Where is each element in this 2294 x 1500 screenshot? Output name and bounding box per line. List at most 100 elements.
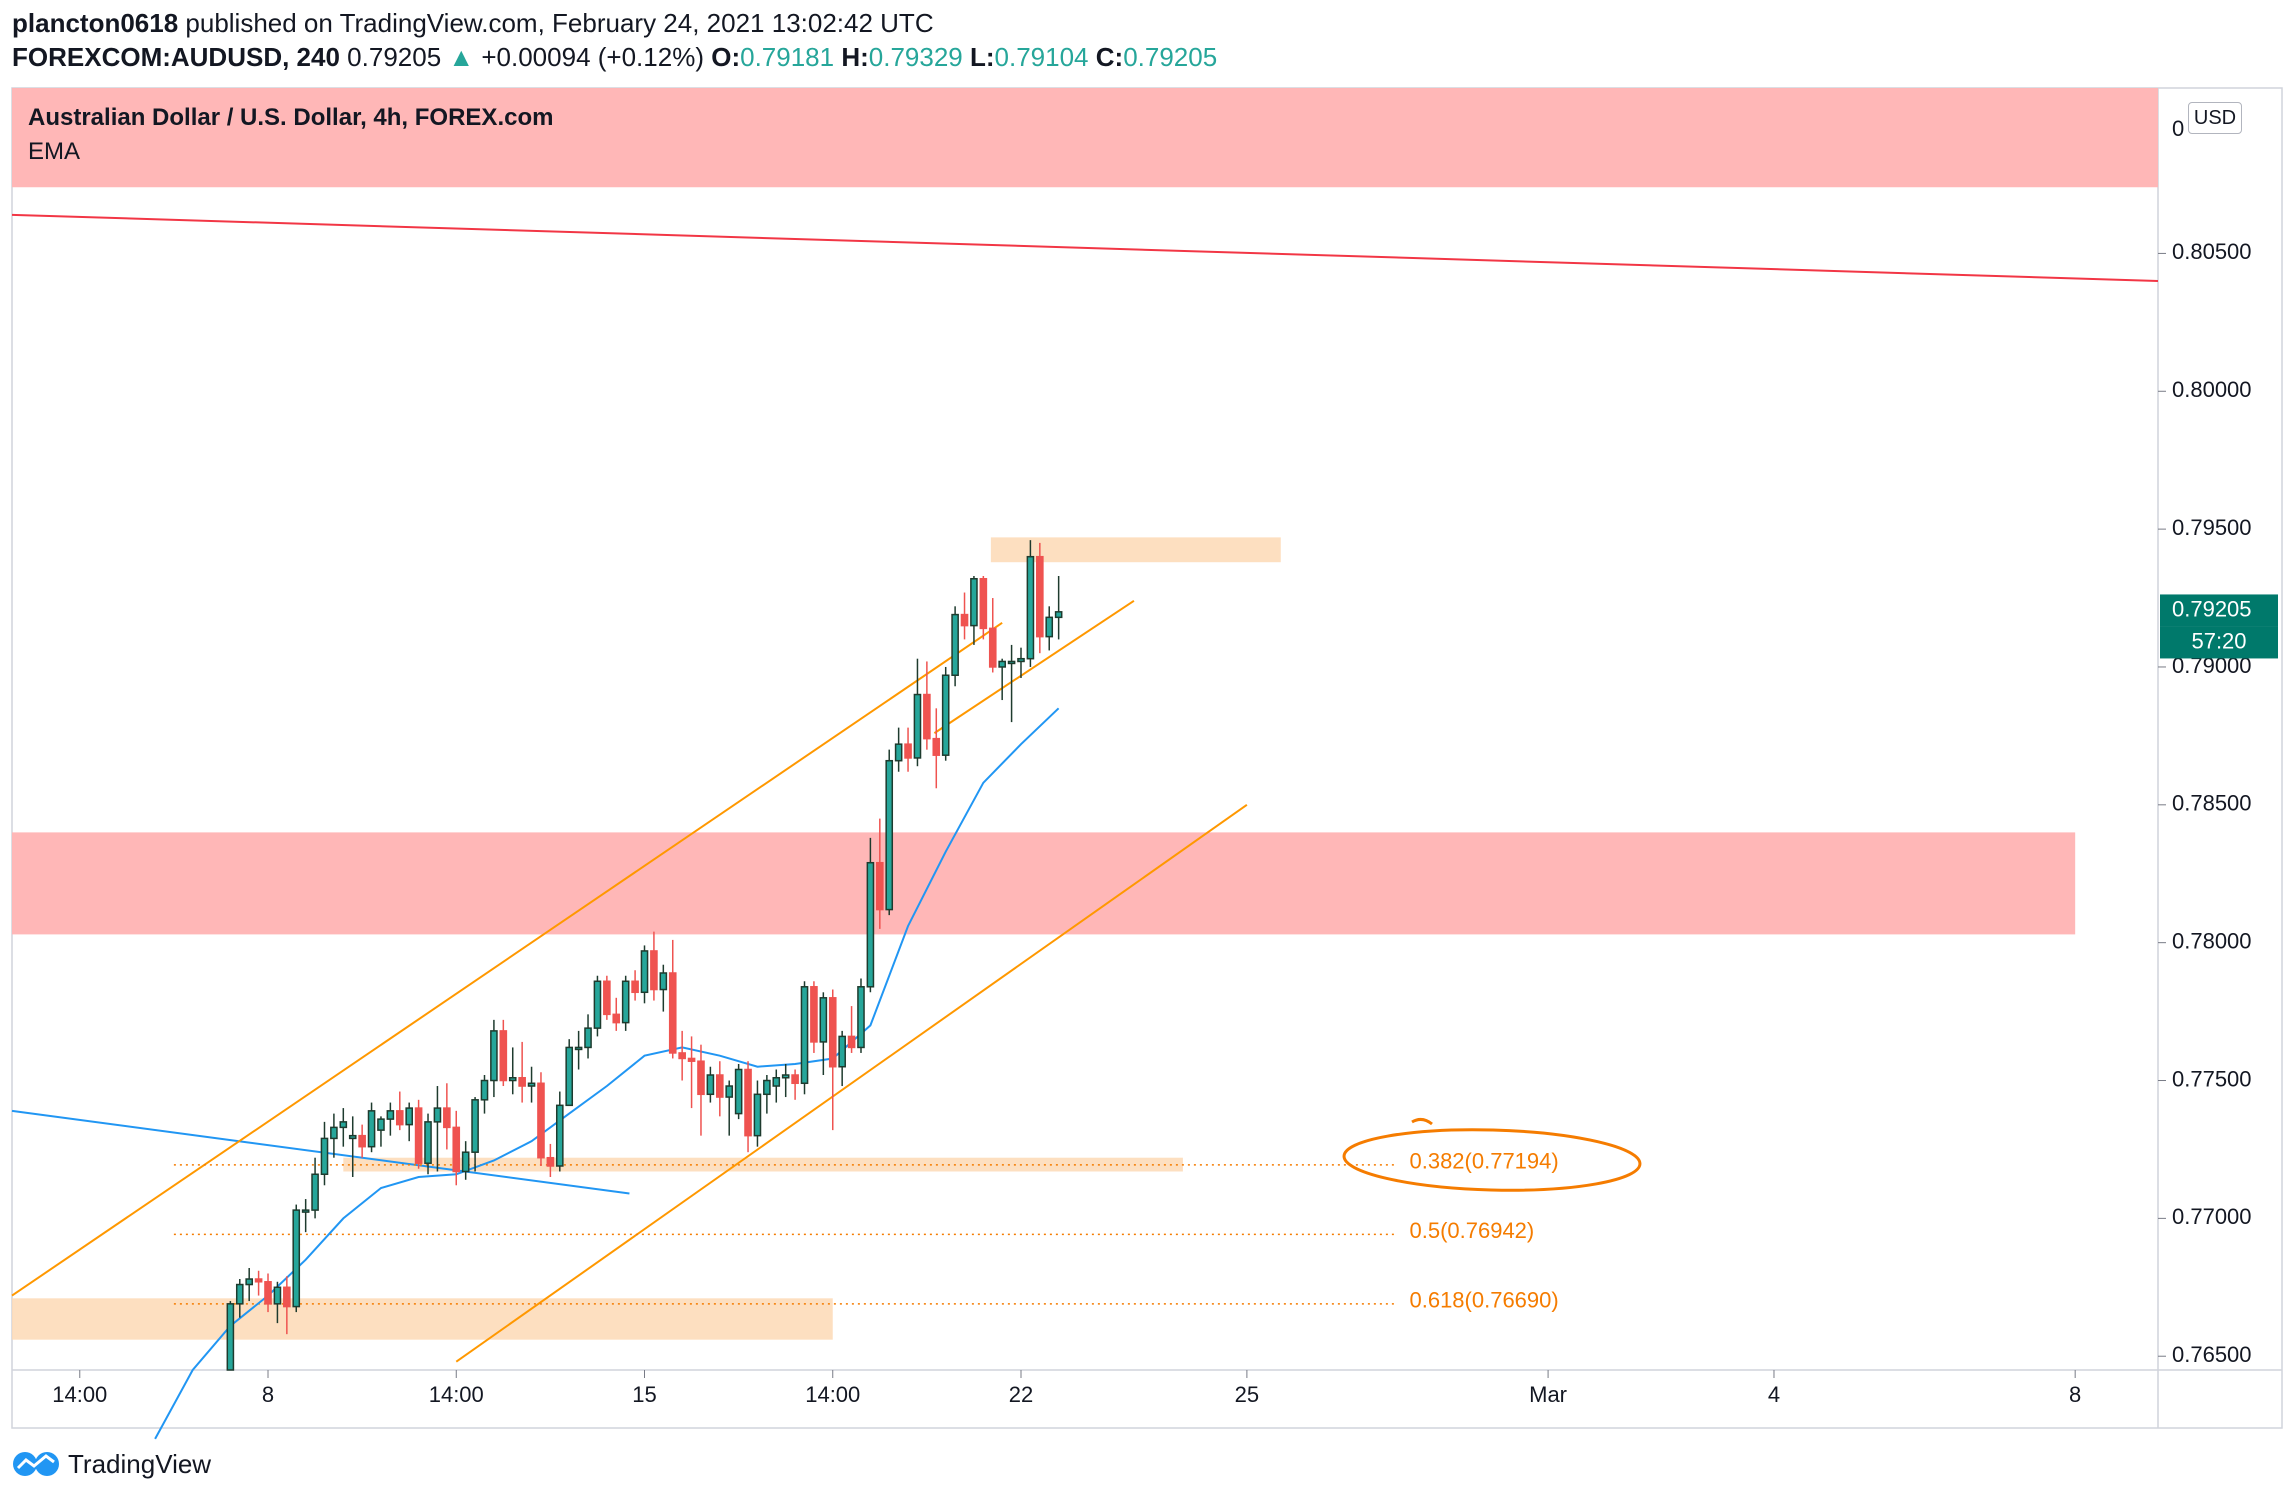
candle [668,939,677,1059]
candle-body [763,1079,771,1096]
candle [367,1102,376,1153]
candle-body [330,1126,338,1140]
candle-body [584,1027,592,1049]
candle-body [612,1013,621,1024]
candle-body [518,1077,526,1087]
candle-body [753,1093,762,1137]
candle-body [405,1107,414,1126]
candle [546,1143,555,1178]
candle-body [555,1104,564,1167]
top-orange-zone [990,537,1281,563]
candle [433,1086,442,1172]
x-tick-label: 22 [1009,1382,1033,1407]
candle [414,1099,423,1169]
publish-info: plancton0618 published on TradingView.co… [12,8,934,39]
candle-body [960,613,969,627]
candle [461,1141,470,1180]
candle-body [311,1173,319,1211]
candle [885,749,894,916]
chart-legend: Australian Dollar / U.S. Dollar, 4h, FOR… [28,104,553,166]
y-tick-label: 0.76500 [2172,1342,2252,1367]
tradingview-logo[interactable]: TradingView [12,1448,211,1480]
candle [791,1069,799,1100]
candle-body [668,972,677,1054]
author-name[interactable]: plancton0618 [12,8,179,38]
candle-body [508,1077,517,1082]
candle [866,837,875,993]
candle [894,727,903,772]
candle [631,970,639,1001]
candle [734,1063,743,1120]
candle [508,1047,517,1095]
candle [697,1044,705,1136]
fib-level-label: 0.5(0.76942) [1409,1218,1534,1243]
candle [876,818,884,929]
candle-body [424,1121,432,1164]
candle-body [254,1278,263,1283]
upper-red-zone [12,88,2158,188]
tradingview-logo-icon [13,1452,59,1476]
candle-body [226,1303,235,1371]
candle-body [697,1060,705,1096]
candle [292,1204,301,1313]
candle [904,727,912,772]
candle-body [593,980,602,1029]
candle [800,981,809,1095]
candle-body [1054,611,1063,619]
candle [499,1019,508,1087]
candle-body [819,997,828,1043]
candle-body [452,1126,461,1173]
candle-body [461,1151,470,1173]
candle-body [377,1118,385,1131]
candle [330,1113,338,1158]
candle [301,1199,310,1233]
publish-date: published on TradingView.com, February 2… [178,8,934,38]
candle-body [866,861,875,988]
candle-body [358,1134,366,1148]
up-arrow-icon: ▲ [448,42,475,72]
x-tick-label: 14:00 [52,1382,107,1407]
candle-body [537,1082,545,1159]
candle [1054,575,1063,640]
candle-body [734,1068,743,1115]
candle [640,945,649,1004]
candle [443,1083,451,1150]
candle [819,992,828,1076]
x-tick-label: 8 [262,1382,274,1407]
candle [1017,647,1025,678]
candle-body [988,627,997,668]
candle [753,1080,762,1147]
y-tick-label: 0.80500 [2172,239,2252,264]
candle [988,598,997,673]
candle [979,575,988,640]
candle-body [725,1085,734,1098]
candle [565,1039,574,1107]
candle-body [923,693,931,740]
symbol-label: FOREXCOM:AUDUSD, 240 [12,42,340,72]
currency-button[interactable]: USD [2188,102,2242,134]
candle-body [913,693,922,759]
candle [1036,542,1044,654]
countdown-box [2160,626,2278,659]
candle [311,1157,319,1219]
candle [537,1072,545,1166]
candle [932,708,941,789]
candle [1007,644,1016,723]
candle [913,658,922,767]
candle [621,975,630,1031]
candle-body [348,1134,357,1140]
candle [847,1006,856,1053]
candle [1026,540,1035,667]
candle-body [1017,657,1025,663]
candle-body [828,997,837,1068]
candle [490,1019,498,1098]
candle [339,1108,348,1147]
candle [254,1270,263,1296]
legend-indicator[interactable]: EMA [28,138,81,165]
candle [838,1030,846,1087]
candle-body [621,980,630,1024]
candle-body [546,1156,555,1167]
candle [584,1014,592,1059]
candle-body [659,972,668,991]
